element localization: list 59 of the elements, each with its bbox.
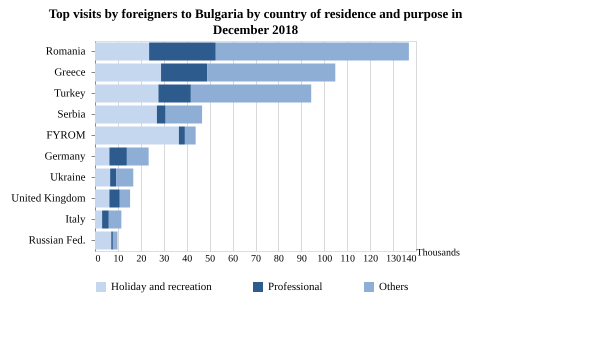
- bar: [95, 64, 162, 82]
- legend-label: Holiday and recreation: [111, 281, 212, 293]
- legend-label: Others: [379, 281, 408, 293]
- x-tick-label: 140: [402, 254, 416, 264]
- legend-label: Professional: [268, 281, 322, 293]
- y-tick-label: Russian Fed.: [28, 234, 86, 246]
- bar: [149, 42, 216, 60]
- bar: [110, 168, 116, 186]
- y-tick-label: Ukraine: [50, 172, 86, 184]
- bar: [216, 42, 409, 60]
- bar: [95, 190, 110, 208]
- bar: [95, 126, 179, 144]
- y-tick-label: Romania: [46, 46, 86, 58]
- x-tick-label: 80: [274, 254, 284, 264]
- bar: [95, 84, 159, 102]
- y-tick-label: Italy: [65, 214, 86, 226]
- bar: [109, 148, 127, 166]
- y-tick-label: FYROM: [46, 130, 86, 142]
- bar: [190, 84, 312, 102]
- x-tick-label: 0: [96, 254, 100, 264]
- bar: [165, 106, 202, 124]
- bar: [178, 126, 185, 144]
- bar: [95, 232, 112, 250]
- x-axis-title: Thousands: [416, 248, 460, 258]
- bar: [112, 232, 118, 250]
- x-tick-label: 20: [136, 254, 146, 264]
- y-tick-label: Serbia: [57, 108, 86, 120]
- bar: [102, 210, 109, 228]
- bar: [116, 168, 134, 186]
- x-tick-label: 50: [205, 254, 216, 264]
- y-tick-label: Germany: [44, 150, 86, 162]
- x-tick-label: 70: [251, 254, 261, 264]
- x-tick-label: 40: [182, 254, 192, 264]
- bar: [158, 84, 191, 102]
- bar: [95, 210, 102, 228]
- bar: [126, 148, 149, 166]
- bar: [109, 190, 120, 208]
- x-tick-label: 30: [159, 254, 170, 264]
- bar: [95, 106, 157, 124]
- bar: [120, 190, 130, 208]
- bar: [184, 126, 196, 144]
- bar: [95, 168, 110, 186]
- y-tick-label: United Kingdom: [11, 192, 86, 204]
- x-tick-label: 60: [228, 254, 238, 264]
- y-tick-label: Turkey: [54, 88, 86, 100]
- bar: [156, 106, 166, 124]
- bar: [161, 64, 208, 82]
- bar: [207, 64, 336, 82]
- x-tick-label: 110: [340, 254, 356, 264]
- x-tick-label: 10: [113, 254, 124, 264]
- x-tick-label: 90: [296, 254, 307, 264]
- bar: [95, 42, 150, 60]
- bar: [108, 210, 122, 228]
- bar: [95, 148, 110, 166]
- x-tick-label: 130: [386, 254, 402, 264]
- x-tick-label: 120: [363, 254, 378, 264]
- y-tick-label: Greece: [54, 66, 86, 78]
- x-tick-label: 100: [317, 254, 332, 264]
- chart-title: Top visits by foreigners to Bulgaria by country of residence and purpose in December 2018: [48, 6, 464, 37]
